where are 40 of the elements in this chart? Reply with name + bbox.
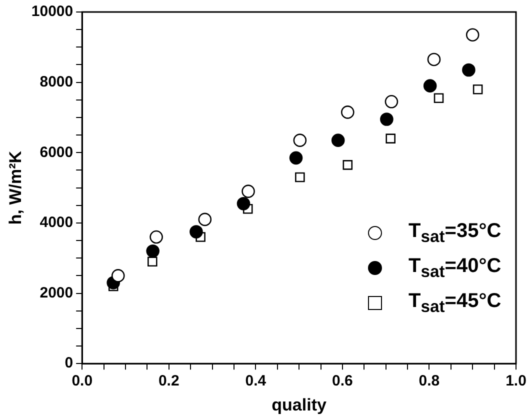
- point: [380, 112, 394, 126]
- point: [466, 28, 480, 42]
- point: [146, 244, 160, 258]
- point: [423, 79, 437, 92]
- x-tick-label: 1.0: [506, 372, 526, 390]
- legend-label: T$_{sat}$=45°C: [408, 290, 502, 317]
- legend-label: T$_{sat}$=35°C: [408, 220, 502, 247]
- point: [236, 196, 250, 210]
- x-tick-label: 0.6: [332, 372, 353, 390]
- point: [148, 256, 158, 267]
- point: [198, 212, 212, 226]
- y-tick-label: 8000: [40, 73, 74, 90]
- point: [341, 106, 354, 119]
- point: [462, 63, 476, 77]
- y-tick-label: 0: [64, 354, 74, 372]
- point: [293, 134, 307, 147]
- y-tick-label: 4000: [40, 214, 74, 232]
- point: [289, 151, 303, 165]
- x-axis-title: quality: [272, 395, 327, 414]
- y-tick-label: 6000: [40, 144, 74, 161]
- x-tick-label: 0.8: [418, 372, 440, 390]
- y-axis-title: h, W/m²K: [6, 150, 25, 225]
- point: [331, 134, 345, 147]
- x-tick-label: 0.2: [158, 372, 180, 390]
- point: [472, 84, 483, 94]
- point: [342, 160, 353, 170]
- y-tick-label: 2000: [40, 284, 74, 302]
- point: [427, 52, 441, 66]
- point: [295, 172, 305, 182]
- point: [111, 269, 125, 282]
- point: [150, 230, 163, 244]
- point: [384, 95, 398, 108]
- point: [434, 93, 444, 104]
- y-tick-label: 10000: [31, 3, 74, 20]
- x-tick-label: 0.0: [72, 372, 93, 390]
- x-tick-label: 0.4: [245, 372, 267, 390]
- point: [242, 184, 255, 198]
- point: [386, 134, 396, 144]
- legend-label: T$_{sat}$=40°C: [408, 254, 502, 282]
- point: [190, 225, 203, 238]
